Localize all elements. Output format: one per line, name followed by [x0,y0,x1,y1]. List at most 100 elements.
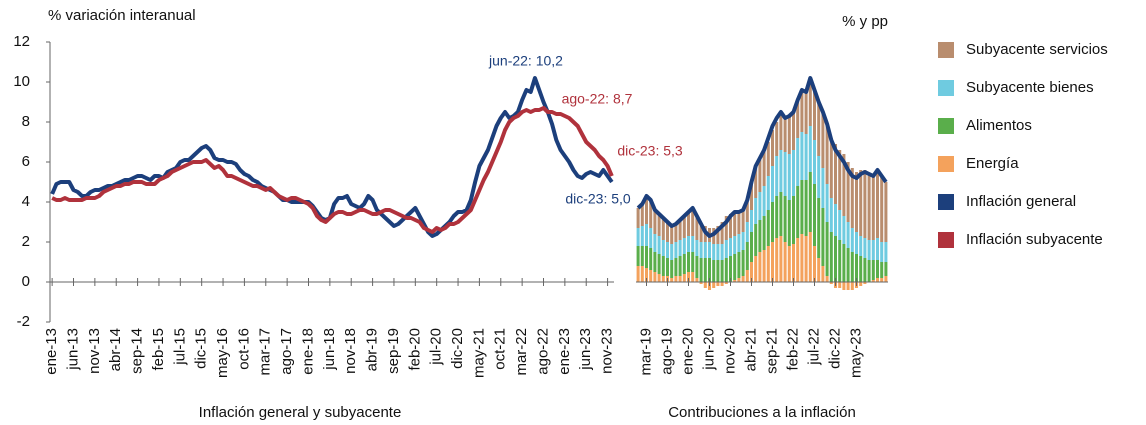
bar-segment [766,176,770,210]
bar-segment [779,236,783,282]
y-tick-label: 8 [22,113,30,130]
bar-segment [758,220,762,252]
line [636,76,888,238]
x-tick-label: ago-22 [534,328,551,375]
bar-segment [817,102,821,156]
x-tick-label: jul-22 [805,328,822,366]
bar-segment [884,276,888,282]
bar-segment [854,172,859,232]
bar-segment [812,246,817,282]
bar-segment [850,252,854,282]
bar-segment [691,272,695,282]
bar-segment [649,228,653,248]
x-tick-label: ene-13 [43,328,60,375]
bar-segment [787,116,791,154]
bar-segment [762,216,766,250]
bar-segment [716,260,720,282]
bar-segment [867,174,871,240]
bar-segment [644,246,649,268]
bar-segment [720,260,724,282]
bar-segment [699,258,703,282]
bar-segment [749,182,754,210]
bar-segment [649,200,653,228]
bar-segment [863,238,867,258]
bar-segment [783,118,787,152]
bar-segment [800,132,804,180]
bar-segment [682,274,686,282]
bar-segment [678,220,682,240]
x-tick-label: sep-21 [763,328,780,374]
bar-segment [695,216,699,240]
bar-segment [779,150,783,192]
legend-swatch [938,42,954,58]
bar-segment [838,150,842,210]
bar-segment [749,232,754,262]
x-tick-label: ene-18 [299,328,316,375]
bar-segment [812,90,817,140]
bar-segment [653,272,657,282]
legend-label: Subyacente bienes [966,79,1094,96]
bar-segment [838,282,842,288]
bar-segment [787,154,791,200]
bar-segment [829,138,833,198]
bar-segment [863,170,867,238]
legend-swatch [938,194,954,210]
bar-segment [804,134,808,180]
bar-segment [766,246,770,282]
y-tick-label: 12 [13,33,30,50]
x-tick-label: ene-23 [556,328,573,375]
legend-label: Inflación general [966,193,1076,210]
bar-segment [808,78,812,126]
bar-segment [775,196,779,238]
bar-segment [657,236,661,254]
bar-segment [762,150,766,186]
bar-segment [775,122,779,156]
bar-segment [791,112,796,150]
x-tick-label: sep-19 [385,328,402,374]
bar-segment [644,268,649,282]
bar-segment [661,218,665,240]
bar-segment [670,226,674,244]
bar-segment [783,242,787,282]
line [50,76,614,238]
x-tick-label: feb-22 [784,328,801,371]
bar-segment [775,156,779,196]
bar-segment [728,238,733,256]
x-tick-label: ago-19 [658,328,675,375]
bar-segment [880,242,884,262]
bar-segment [783,152,787,196]
bar-segment [766,142,770,176]
bar-segment [695,278,699,282]
bar-segment [674,242,678,258]
bar-segment [724,216,728,240]
bar-segment [741,232,745,250]
legend-label: Subyacente servicios [966,41,1108,58]
bar-segment [817,198,821,258]
bar-segment [867,240,871,260]
bar-segment [649,270,653,282]
bar-segment [833,236,838,282]
annotation: dic-23: 5,0 [565,191,631,207]
x-tick-label: oct-16 [235,328,252,370]
x-tick-label: nov-20 [721,328,738,374]
bar-segment [670,278,674,282]
bar-segment [749,262,754,282]
bar-segment [728,214,733,238]
y-tick-label: 4 [22,193,30,210]
annotation: jun-22: 10,2 [488,53,563,69]
bar-segment [699,282,703,284]
bar-segment [640,204,644,226]
bar-segment [833,204,838,236]
x-tick-label: jul-15 [171,328,188,366]
bar-segment [783,196,787,242]
bar-segment [703,282,707,288]
bar-segment [737,278,741,282]
bar-segment [880,278,884,282]
x-tick-label: mar-19 [637,328,654,376]
bar-segment [699,242,703,258]
x-tick-label: jun-20 [700,328,717,371]
bar-segment [716,244,720,260]
bar-segment [800,234,804,282]
bar-segment [770,130,775,166]
bar-segment [665,242,670,258]
